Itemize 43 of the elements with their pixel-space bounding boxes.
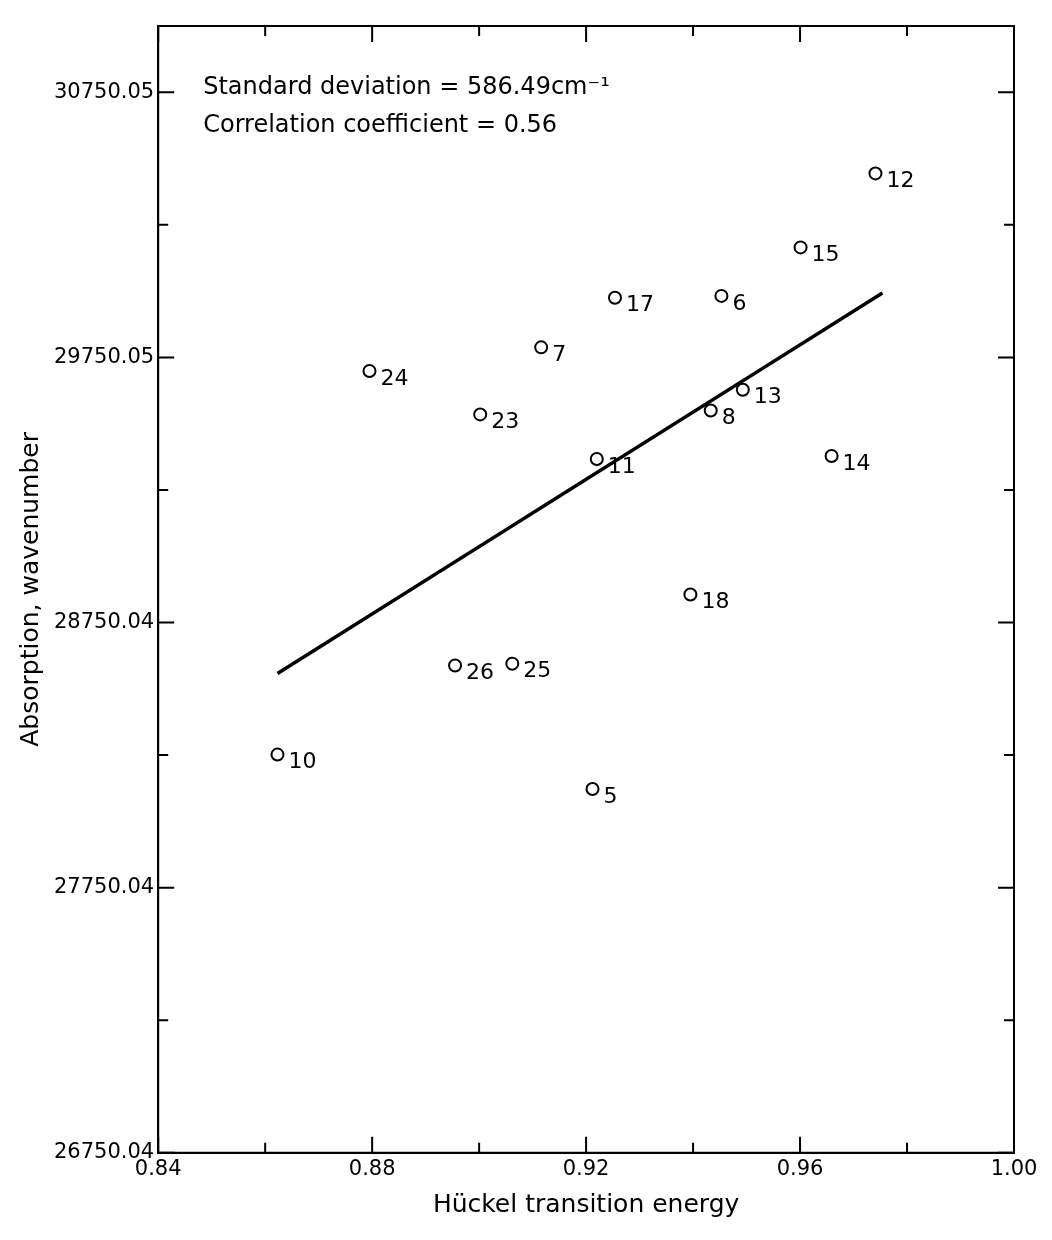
annotation: 18 [701, 588, 730, 614]
y-tick-label: 27750.04 [54, 874, 155, 899]
point [473, 407, 488, 422]
x-tick-label: 0.92 [562, 1155, 610, 1180]
annotation: 5 [603, 782, 618, 808]
annotation: Standard deviation = 586.49cm⁻¹ [203, 72, 610, 101]
annotation: 8 [721, 404, 736, 430]
annotation: 24 [380, 364, 409, 390]
annotation: 13 [753, 383, 782, 409]
point [534, 340, 549, 355]
point [505, 656, 520, 671]
point [703, 403, 718, 418]
annotation: 7 [552, 341, 567, 367]
annotation: 26 [466, 659, 495, 685]
point [585, 782, 600, 797]
x-tick-label: 0.96 [776, 1155, 824, 1180]
point [683, 587, 698, 602]
point [607, 290, 622, 305]
annotation: 17 [625, 291, 654, 317]
annotation: 15 [811, 241, 840, 267]
point [589, 451, 604, 466]
annotation: Correlation coefficient = 0.56 [203, 110, 558, 139]
annotation: 10 [288, 748, 317, 774]
point [714, 288, 729, 303]
x-tick-label: 1.00 [990, 1155, 1038, 1180]
y-tick-label: 30750.05 [54, 78, 155, 103]
y-tick-label: 28750.04 [54, 608, 155, 633]
point [362, 363, 377, 378]
point [824, 449, 839, 464]
annotation: 12 [886, 167, 915, 193]
point [793, 240, 808, 255]
point [270, 747, 285, 762]
y-axis-title: Absorption, wavenumber [14, 431, 44, 747]
annotation: 23 [491, 408, 520, 434]
annotation: 25 [523, 657, 552, 683]
annotation: 6 [732, 289, 747, 315]
x-tick-label: 0.88 [348, 1155, 396, 1180]
point [735, 382, 750, 397]
x-axis-title: Hückel transition energy [432, 1188, 740, 1218]
annotation: 14 [842, 449, 871, 475]
point [448, 658, 463, 673]
y-tick-label: 29750.05 [54, 343, 155, 368]
point [868, 166, 883, 181]
